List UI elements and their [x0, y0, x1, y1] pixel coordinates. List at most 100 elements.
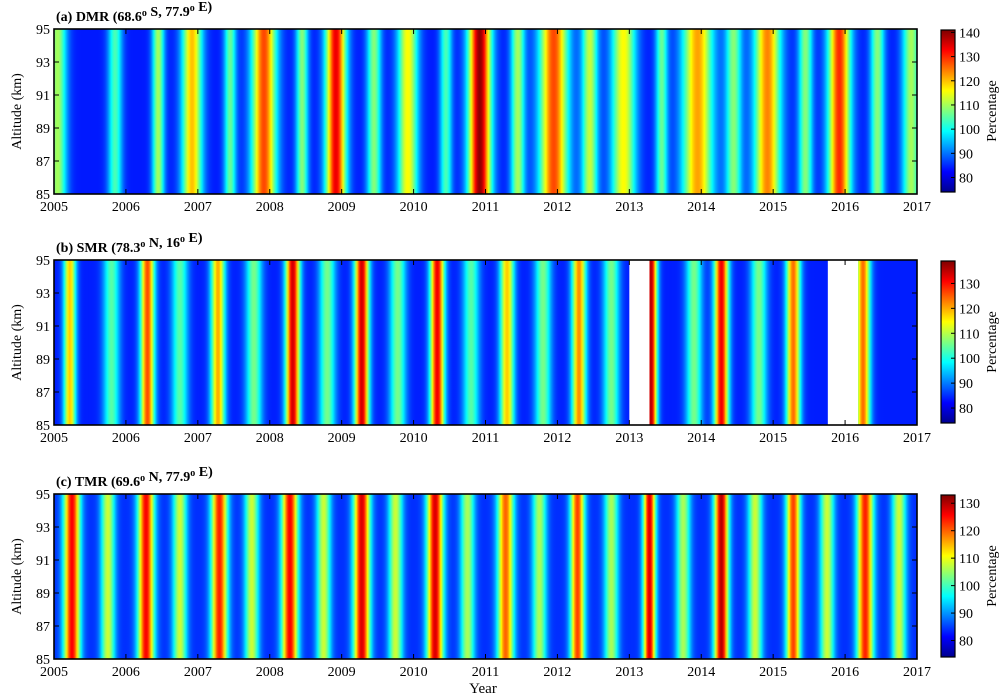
y-axis-label: Altitude (km)	[10, 538, 25, 615]
colorbar-scale	[940, 29, 956, 193]
x-tick-label: 2010	[400, 665, 428, 680]
x-tick-label: 2017	[903, 431, 931, 446]
y-tick-label: 95	[36, 254, 50, 269]
heatmap-field	[54, 260, 917, 425]
x-tick-label: 2006	[112, 665, 140, 680]
x-tick-label: 2012	[543, 200, 571, 215]
colorbar-tick-label: 90	[959, 377, 973, 392]
y-tick-label: 95	[36, 23, 50, 38]
x-tick-label: 2015	[759, 665, 787, 680]
x-tick-label: 2006	[112, 431, 140, 446]
x-tick-label: 2014	[687, 431, 715, 446]
y-tick-label: 87	[36, 155, 50, 170]
colorbar-tick-label: 110	[959, 99, 979, 114]
x-tick-label: 2015	[759, 200, 787, 215]
colorbar-tick-label: 130	[959, 51, 980, 66]
x-tick-label: 2016	[831, 431, 859, 446]
heatmap-field	[54, 494, 917, 659]
x-tick-label: 2008	[256, 200, 284, 215]
x-tick-label: 2009	[328, 431, 356, 446]
colorbar-label: Percentage	[985, 80, 1000, 141]
colorbar: 80 90 100 110 120 130 Percentage	[940, 260, 1000, 424]
colorbar-tick-label: 90	[959, 607, 973, 622]
x-tick-label: 2009	[328, 200, 356, 215]
colorbar-tick-label: 120	[959, 302, 980, 317]
y-tick-label: 89	[36, 353, 50, 368]
x-axis-label: Year	[469, 681, 497, 697]
colorbar-tick-label: 80	[959, 635, 973, 650]
x-tick-label: 2017	[903, 665, 931, 680]
data-gap	[827, 260, 859, 425]
x-tick-label: 2015	[759, 431, 787, 446]
colorbar-tick-label: 120	[959, 525, 980, 540]
panel-c: 2005 2006 2007 2008 2009 2010 2011 2012 2013 2014…	[10, 465, 1000, 680]
y-tick-label: 85	[36, 419, 50, 434]
colorbar-label: Percentage	[985, 545, 1000, 606]
colorbar-tick-label: 120	[959, 75, 980, 90]
x-tick-label: 2010	[400, 431, 428, 446]
x-tick-label: 2009	[328, 665, 356, 680]
x-tick-label: 2010	[400, 200, 428, 215]
colorbar-tick-label: 80	[959, 171, 973, 186]
panel-a: 2005 2006 2007 2008 2009 2010 2011 2012 2013 2014…	[10, 0, 1000, 215]
y-tick-label: 93	[36, 287, 50, 302]
x-tick-label: 2007	[184, 431, 212, 446]
x-tick-label: 2014	[687, 665, 715, 680]
x-tick-label: 2005	[40, 200, 68, 215]
x-tick-label: 2012	[543, 665, 571, 680]
colorbar-tick-label: 90	[959, 147, 973, 162]
colorbar-tick-label: 130	[959, 497, 980, 512]
panel-title: (c) TMR (69.6o N, 77.9o E)	[56, 465, 213, 490]
x-tick-label: 2005	[40, 431, 68, 446]
x-tick-label: 2006	[112, 200, 140, 215]
x-tick-label: 2016	[831, 200, 859, 215]
x-tick-label: 2007	[184, 665, 212, 680]
colorbar-tick-label: 110	[959, 327, 979, 342]
panel-title: (b) SMR (78.3o N, 16o E)	[56, 231, 203, 256]
y-tick-label: 95	[36, 488, 50, 503]
colorbar: 80 90 100 110 120 130 Percentage	[940, 494, 1000, 658]
y-axis-label: Altitude (km)	[10, 73, 25, 150]
colorbar-tick-label: 130	[959, 277, 980, 292]
colorbar: 80 90 100 110 120 130 140 Percentage	[940, 26, 1000, 193]
x-tick-label: 2013	[615, 431, 643, 446]
colorbar-tick-label: 140	[959, 26, 980, 41]
y-tick-label: 85	[36, 188, 50, 203]
data-gap	[629, 260, 650, 425]
panel-b: 2005 2006 2007 2008 2009 2010 2011 2012 2013 2014…	[10, 231, 1000, 446]
y-tick-label: 93	[36, 521, 50, 536]
x-tick-label: 2017	[903, 200, 931, 215]
colorbar-tick-label: 100	[959, 352, 980, 367]
x-tick-label: 2007	[184, 200, 212, 215]
colorbar-label: Percentage	[985, 311, 1000, 372]
x-tick-label: 2011	[472, 665, 499, 680]
y-tick-label: 87	[36, 386, 50, 401]
colorbar-tick-label: 110	[959, 552, 979, 567]
colorbar-tick-label: 80	[959, 402, 973, 417]
x-tick-label: 2016	[831, 665, 859, 680]
x-tick-label: 2005	[40, 665, 68, 680]
x-tick-label: 2014	[687, 200, 715, 215]
x-tick-label: 2008	[256, 431, 284, 446]
colorbar-scale	[940, 260, 956, 424]
x-tick-label: 2012	[543, 431, 571, 446]
y-tick-label: 91	[36, 320, 50, 335]
y-tick-label: 91	[36, 89, 50, 104]
y-tick-label: 85	[36, 653, 50, 668]
colorbar-tick-label: 100	[959, 580, 980, 595]
x-tick-label: 2013	[615, 200, 643, 215]
x-tick-label: 2011	[472, 200, 499, 215]
heatmap-field	[54, 29, 917, 194]
y-tick-label: 91	[36, 554, 50, 569]
y-tick-label: 89	[36, 122, 50, 137]
colorbar-scale	[940, 494, 956, 658]
y-tick-label: 87	[36, 620, 50, 635]
colorbar-tick-label: 100	[959, 123, 980, 138]
y-tick-label: 93	[36, 56, 50, 71]
y-axis-label: Altitude (km)	[10, 304, 25, 381]
x-tick-label: 2013	[615, 665, 643, 680]
panel-title: (a) DMR (68.6o S, 77.9o E)	[56, 0, 213, 25]
y-tick-label: 89	[36, 587, 50, 602]
x-tick-label: 2008	[256, 665, 284, 680]
